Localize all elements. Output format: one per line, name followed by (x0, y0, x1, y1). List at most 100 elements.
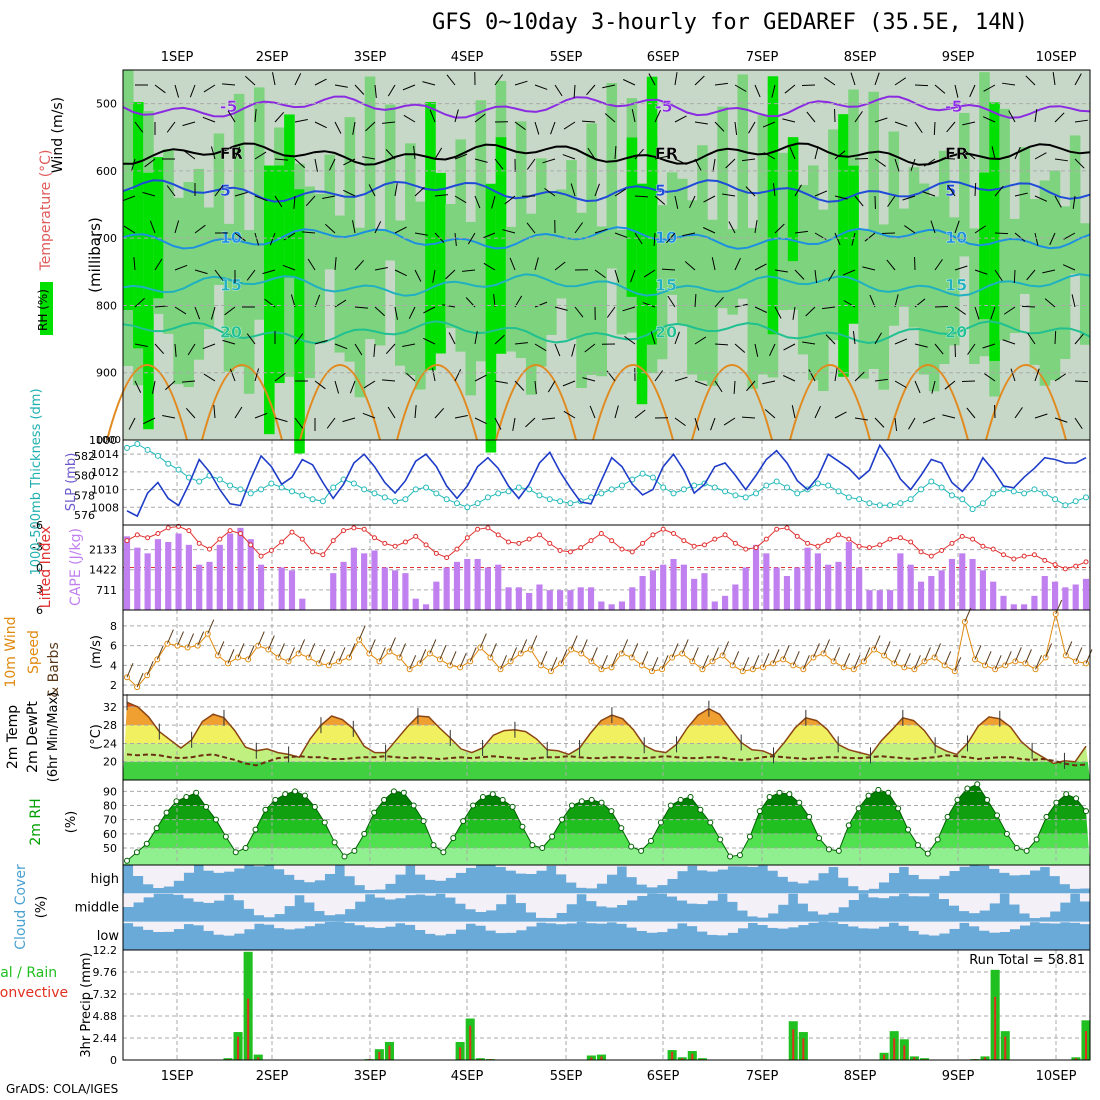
lifted-index-point (990, 546, 996, 552)
cloud-gap (485, 921, 497, 931)
cloud-gap (284, 921, 295, 930)
cloud-gap (143, 865, 154, 885)
cape-bar (783, 576, 791, 610)
wind-barb (994, 269, 1003, 282)
wind-barb (934, 343, 944, 355)
thickness-point (175, 466, 182, 473)
rh-point (351, 847, 358, 854)
wind-barb (542, 158, 556, 164)
cape-bar (247, 539, 254, 610)
wind-barb (185, 408, 196, 419)
cloud-gap (475, 921, 487, 926)
wind-barb (1027, 332, 1036, 345)
cloud-gap (646, 921, 658, 933)
cloud-gap (807, 893, 819, 912)
cape-bar (876, 590, 883, 610)
cape-bar (546, 590, 553, 610)
rh-mid-area (253, 87, 265, 320)
lifted-index-point (784, 525, 790, 531)
lifted-index-point (320, 552, 326, 558)
thickness-point (278, 484, 285, 491)
wind-barb (210, 306, 216, 320)
tick-label: 1012 (91, 466, 119, 479)
wind-barb (474, 158, 488, 163)
wind-barb (294, 119, 308, 123)
rh-mid-area (888, 131, 900, 326)
lifted-index-point (794, 533, 800, 539)
wind-barb (122, 195, 136, 202)
surface-wind-barb (661, 655, 669, 670)
tick-label: 900 (96, 367, 117, 380)
tick-label: 2133 (89, 544, 117, 557)
cloud-gap (314, 865, 325, 881)
cape-bar (866, 590, 873, 610)
lifted-index-point (279, 539, 285, 545)
thickness-point (567, 500, 574, 507)
cape-bar (144, 553, 151, 610)
rh-mid-area (818, 209, 829, 392)
lifted-index-point (124, 538, 130, 544)
wind-barb (902, 195, 916, 201)
wind-barb (554, 306, 568, 311)
surface-wind-barb (944, 651, 952, 666)
cloud-gap (354, 865, 366, 886)
wind-barb (294, 417, 304, 429)
rh-high-area (435, 172, 446, 354)
cloud-gap (727, 865, 738, 867)
surface-wind-barb (641, 651, 649, 666)
surface-wind-barb (399, 643, 407, 658)
wind-barb (1054, 330, 1057, 345)
thickness-point (783, 484, 790, 491)
lifted-index-point (258, 553, 264, 559)
cloud-gap (515, 921, 527, 931)
cloud-gap (1049, 865, 1061, 877)
lifted-index-point (392, 543, 398, 549)
rh-point (588, 796, 595, 803)
wind-barb (791, 405, 796, 419)
cloud-gap (938, 893, 950, 899)
cloud-gap (405, 893, 416, 896)
isotherm-label: 20 (655, 322, 677, 341)
surface-wind-barb (570, 635, 578, 650)
wind-barb (352, 220, 356, 234)
thickness-point (1031, 486, 1038, 493)
cloud-gap (415, 921, 426, 931)
rh-high-area (485, 183, 497, 453)
cape-bar (691, 578, 698, 610)
cape-bar (649, 570, 656, 610)
rh-point (203, 803, 210, 810)
thickness-point (392, 498, 399, 505)
cape-bar (608, 604, 615, 610)
surface-wind-barb (257, 631, 265, 646)
wind-barb (534, 343, 547, 352)
wind-barb (674, 331, 680, 345)
wind-barb (174, 84, 180, 98)
cloud-gap (606, 921, 618, 923)
lifted-index-point (330, 538, 336, 544)
cloud-gap (707, 921, 718, 935)
cloud-gap (274, 865, 285, 870)
wind-barb (630, 269, 636, 283)
wind-barb (214, 185, 224, 197)
surface-wind-barb (853, 655, 861, 670)
cloud-gap (737, 865, 749, 867)
y-axis-label-temp: 2m Temp (5, 705, 21, 769)
wind-barb (714, 296, 724, 308)
thickness-point (887, 502, 894, 509)
tick-label: 70 (103, 814, 117, 827)
surface-wind-barb (772, 649, 780, 664)
cape-bar (835, 561, 842, 610)
cloud-gap (1019, 865, 1031, 875)
wind-barb (448, 332, 456, 345)
y-axis-label-units: (°C) (89, 724, 104, 750)
date-tick-label: 4SEP (451, 1069, 484, 1084)
date-tick-label: 7SEP (746, 1069, 779, 1084)
wind-barb (954, 220, 960, 234)
rh-mid-area (1069, 135, 1081, 274)
date-tick-label: 2SEP (256, 50, 289, 65)
wind-barb (154, 258, 163, 271)
wind-barb (934, 259, 943, 271)
y-axis-label-minmax: (6hr Min/Max) (46, 692, 61, 782)
cloud-gap (153, 865, 164, 889)
cloud-gap (535, 921, 547, 923)
